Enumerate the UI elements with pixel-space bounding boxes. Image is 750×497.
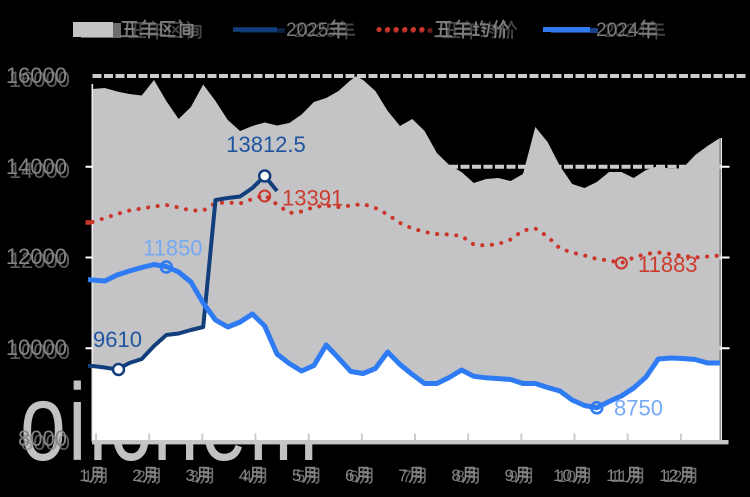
svg-text:13391: 13391: [282, 186, 343, 211]
svg-text:8750: 8750: [614, 396, 663, 421]
svg-text:11883: 11883: [638, 252, 698, 277]
svg-text:11850: 11850: [143, 236, 203, 261]
svg-text:9610: 9610: [93, 327, 142, 352]
svg-text:13812.5: 13812.5: [226, 132, 306, 157]
